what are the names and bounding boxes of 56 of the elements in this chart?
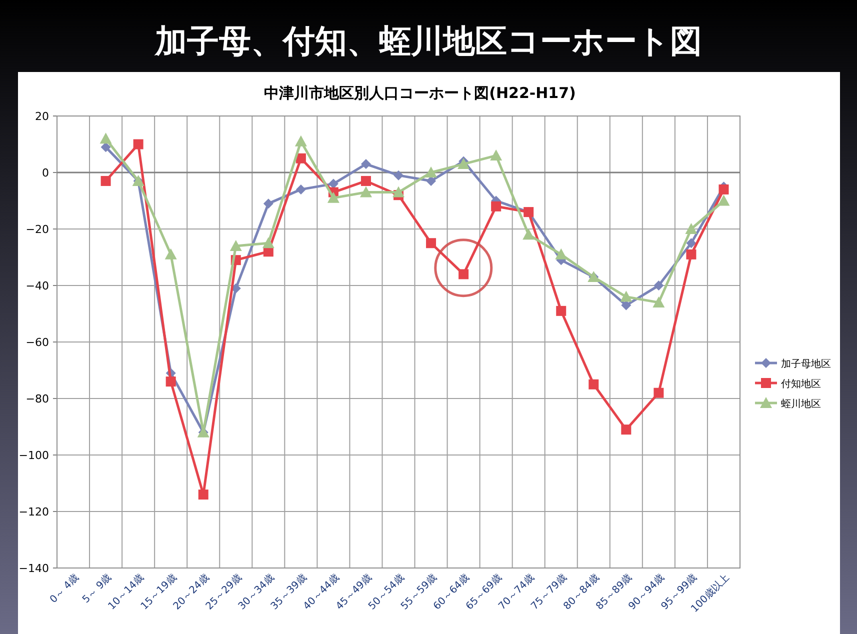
point <box>262 237 274 248</box>
y-tick-label: −60 <box>26 336 49 349</box>
chart-title: 加子母、付知、蛭川地区コーホート図 <box>154 22 702 60</box>
y-tick-label: −40 <box>26 280 49 292</box>
point <box>620 290 632 302</box>
point <box>133 139 144 150</box>
point <box>718 194 730 206</box>
point <box>230 240 242 251</box>
point <box>294 135 307 146</box>
point <box>100 132 112 144</box>
point <box>686 238 696 248</box>
point <box>654 388 664 398</box>
point <box>328 178 338 189</box>
point <box>263 198 274 209</box>
point <box>360 186 372 198</box>
point <box>296 184 306 194</box>
point <box>100 142 111 152</box>
legend-label: 加子母地区 <box>781 358 831 370</box>
legend-label: 蛭川地区 <box>781 398 821 410</box>
y-tick-label: −20 <box>26 223 49 236</box>
point <box>685 223 698 234</box>
point <box>166 376 176 387</box>
point <box>426 238 436 248</box>
point <box>621 424 632 435</box>
point <box>425 166 438 178</box>
y-tick-label: 0 <box>42 166 49 180</box>
point <box>360 159 371 170</box>
point <box>394 170 404 180</box>
point <box>327 192 340 203</box>
point <box>296 153 306 164</box>
y-tick-label: 20 <box>35 110 49 123</box>
point <box>654 280 664 290</box>
point <box>458 269 469 280</box>
point <box>621 300 632 310</box>
point <box>100 176 111 186</box>
y-tick-label: −140 <box>18 562 49 575</box>
point <box>556 306 566 316</box>
point <box>718 184 729 194</box>
point <box>555 248 568 260</box>
point <box>360 176 371 186</box>
legend-label: 付知地区 <box>781 378 821 390</box>
point <box>164 248 177 260</box>
point <box>522 228 535 240</box>
point <box>686 249 696 260</box>
chart-subtitle: 中津川市地区別人口コーホート図(H22-H17) <box>264 84 576 102</box>
y-tick-label: −120 <box>18 506 49 518</box>
y-tick-label: −100 <box>18 449 49 462</box>
y-tick-label: −80 <box>26 392 49 406</box>
point <box>490 150 502 161</box>
point <box>392 186 404 198</box>
x-tick-label: 0～ 4歳 <box>48 572 82 606</box>
point <box>652 296 665 308</box>
point <box>198 490 208 500</box>
point <box>491 201 502 212</box>
point <box>588 379 599 390</box>
point <box>458 158 470 170</box>
